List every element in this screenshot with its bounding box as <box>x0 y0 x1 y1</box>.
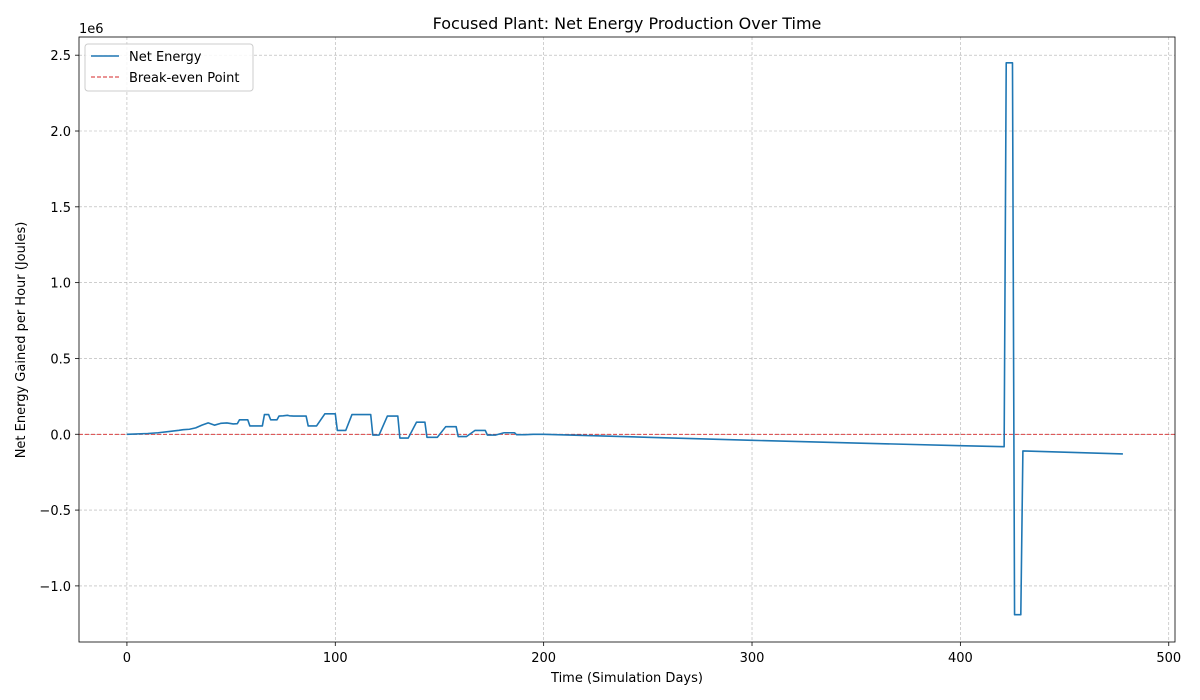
legend-box <box>84 43 254 92</box>
legend-label-net-energy: Net Energy <box>129 50 202 65</box>
x-tick-label: 200 <box>531 651 556 666</box>
legend-label-break-even: Break-even Point <box>129 71 240 86</box>
x-tick-label: 400 <box>948 651 973 666</box>
x-tick-label: 100 <box>323 651 348 666</box>
chart-title: Focused Plant: Net Energy Production Ove… <box>433 14 822 33</box>
y-tick-label: 1.5 <box>50 201 71 216</box>
series-layer <box>126 61 1123 616</box>
y-tick-label: 1.0 <box>50 277 71 292</box>
x-tick-label: 300 <box>740 651 765 666</box>
y-axis-label: Net Energy Gained per Hour (Joules) <box>14 222 29 459</box>
y-tick-label: −1.0 <box>39 580 71 595</box>
x-ticks: 0 100 200 300 400 500 <box>123 642 1181 666</box>
y-tick-label: 2.5 <box>50 49 71 64</box>
y-tick-label: 2.0 <box>50 125 71 140</box>
x-tick-label: 0 <box>123 651 131 666</box>
plot-frame <box>78 36 1176 643</box>
y-tick-label: −0.5 <box>39 504 71 519</box>
legend: Net Energy Break-even Point <box>84 43 254 92</box>
y-offset-label: 1e6 <box>79 22 104 37</box>
y-tick-label: 0.5 <box>50 352 71 367</box>
y-ticks: −1.0 −0.5 0.0 0.5 1.0 1.5 2.0 2.5 <box>39 49 79 595</box>
y-tick-label: 0.0 <box>50 428 71 443</box>
x-axis-label: Time (Simulation Days) <box>550 671 703 686</box>
x-tick-label: 500 <box>1156 651 1181 666</box>
net-energy-line <box>126 61 1123 616</box>
